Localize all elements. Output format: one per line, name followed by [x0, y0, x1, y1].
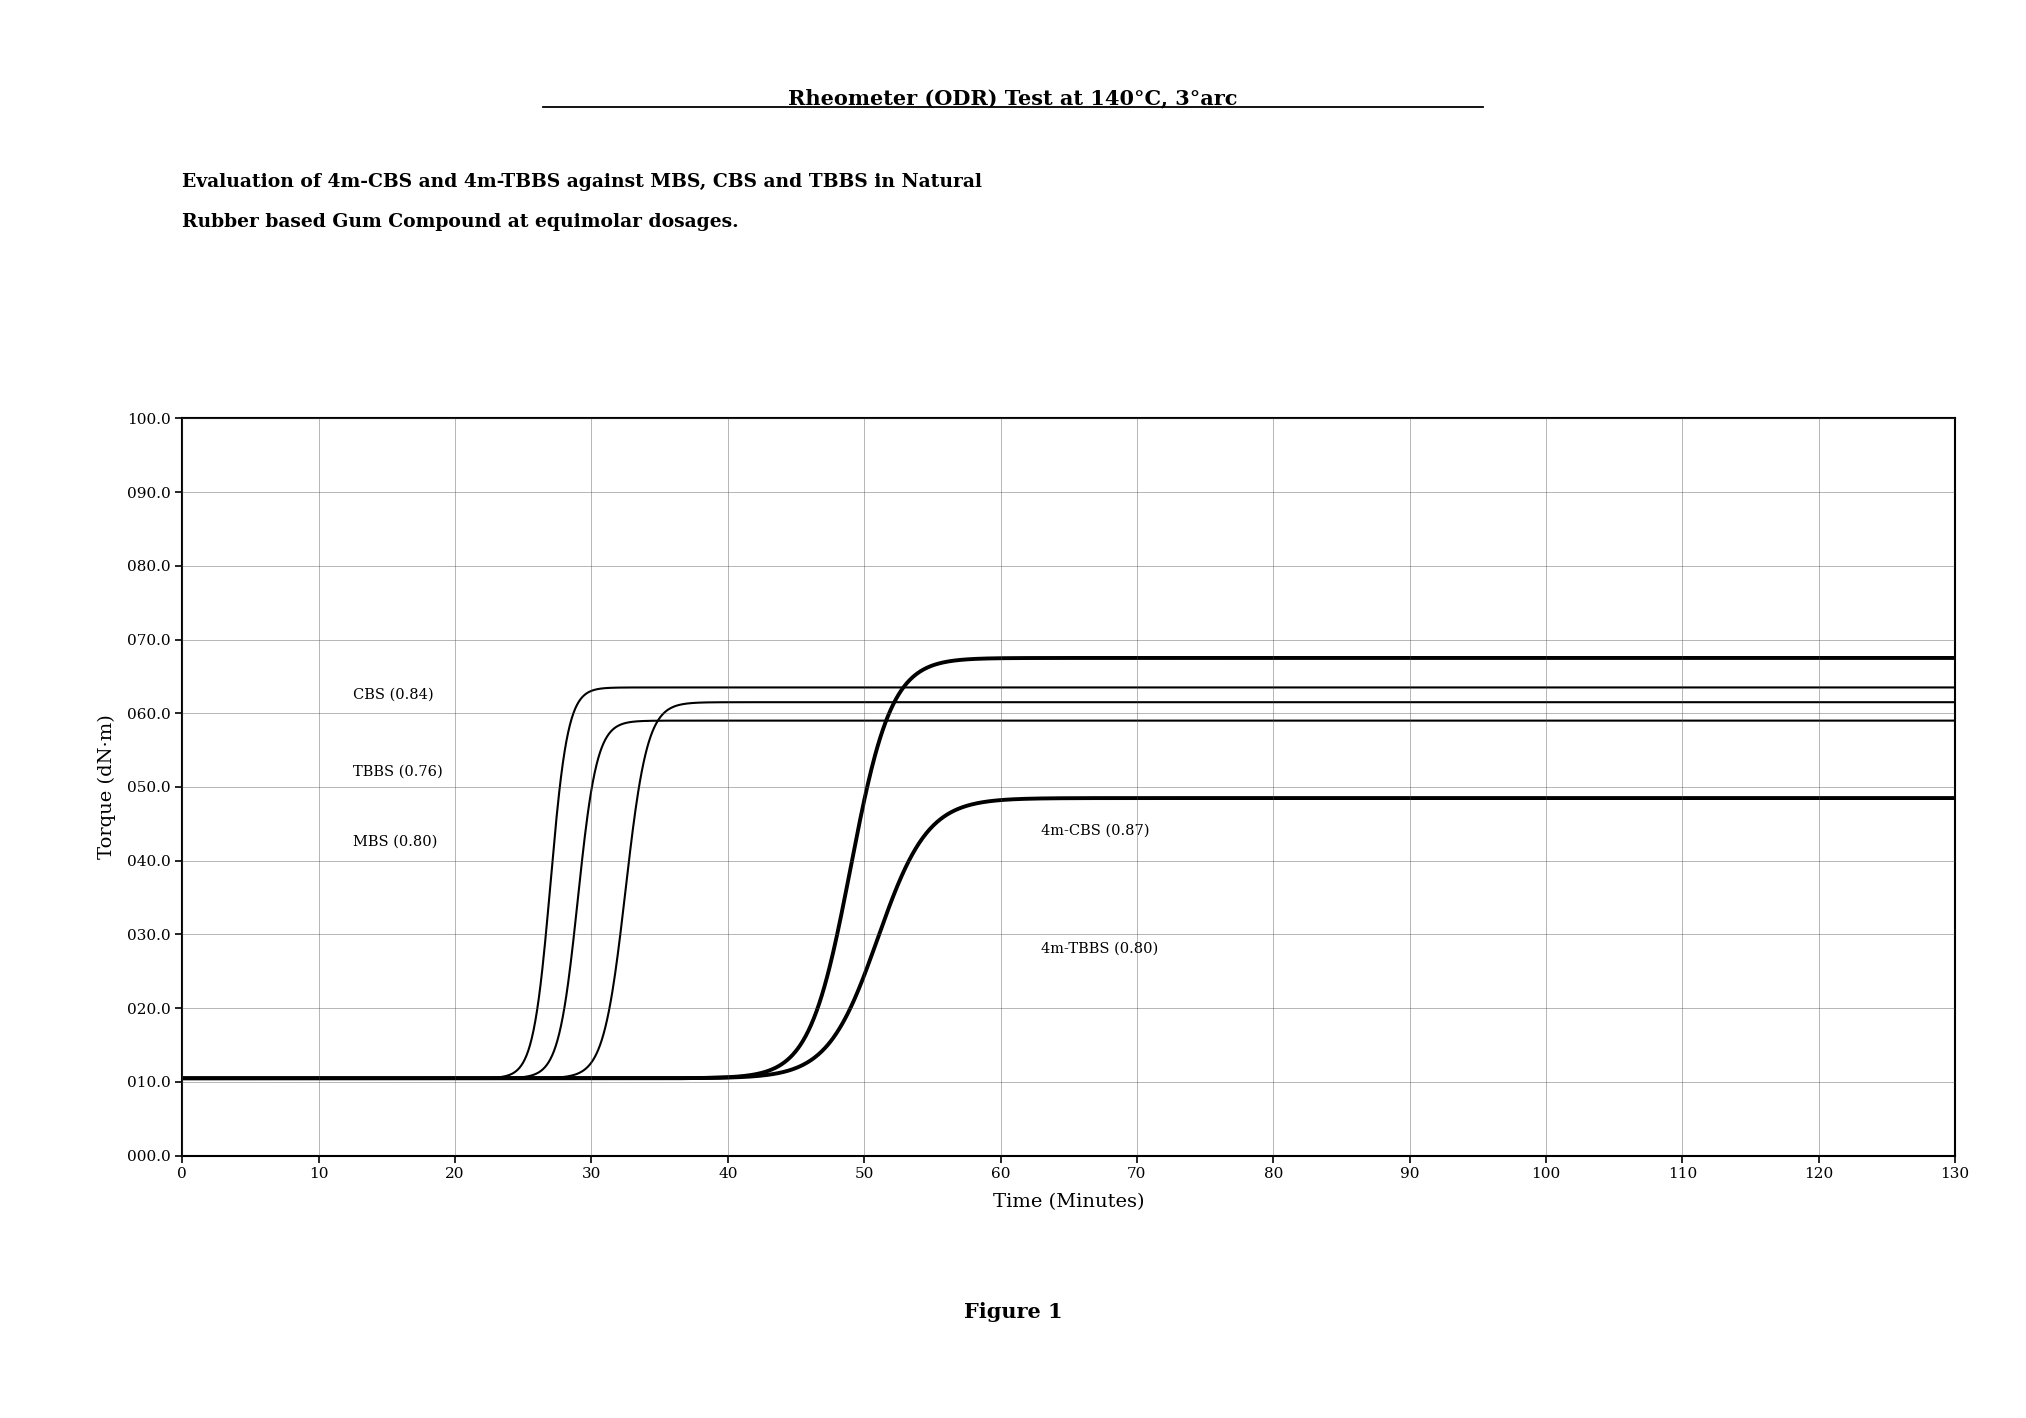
Text: Rheometer (ODR) Test at 140°C, 3°arc: Rheometer (ODR) Test at 140°C, 3°arc	[788, 88, 1238, 108]
Text: CBS (0.84): CBS (0.84)	[353, 688, 434, 702]
Text: 4m-CBS (0.87): 4m-CBS (0.87)	[1041, 824, 1151, 838]
Text: 4m-TBBS (0.80): 4m-TBBS (0.80)	[1041, 942, 1159, 956]
Text: Evaluation of 4m-CBS and 4m-TBBS against MBS, CBS and TBBS in Natural: Evaluation of 4m-CBS and 4m-TBBS against…	[182, 173, 983, 191]
Y-axis label: Torque (dN·m): Torque (dN·m)	[97, 715, 115, 859]
Text: MBS (0.80): MBS (0.80)	[353, 835, 438, 849]
Text: Figure 1: Figure 1	[964, 1302, 1062, 1322]
X-axis label: Time (Minutes): Time (Minutes)	[993, 1193, 1145, 1211]
Text: TBBS (0.76): TBBS (0.76)	[353, 764, 442, 778]
Text: Rubber based Gum Compound at equimolar dosages.: Rubber based Gum Compound at equimolar d…	[182, 213, 739, 231]
